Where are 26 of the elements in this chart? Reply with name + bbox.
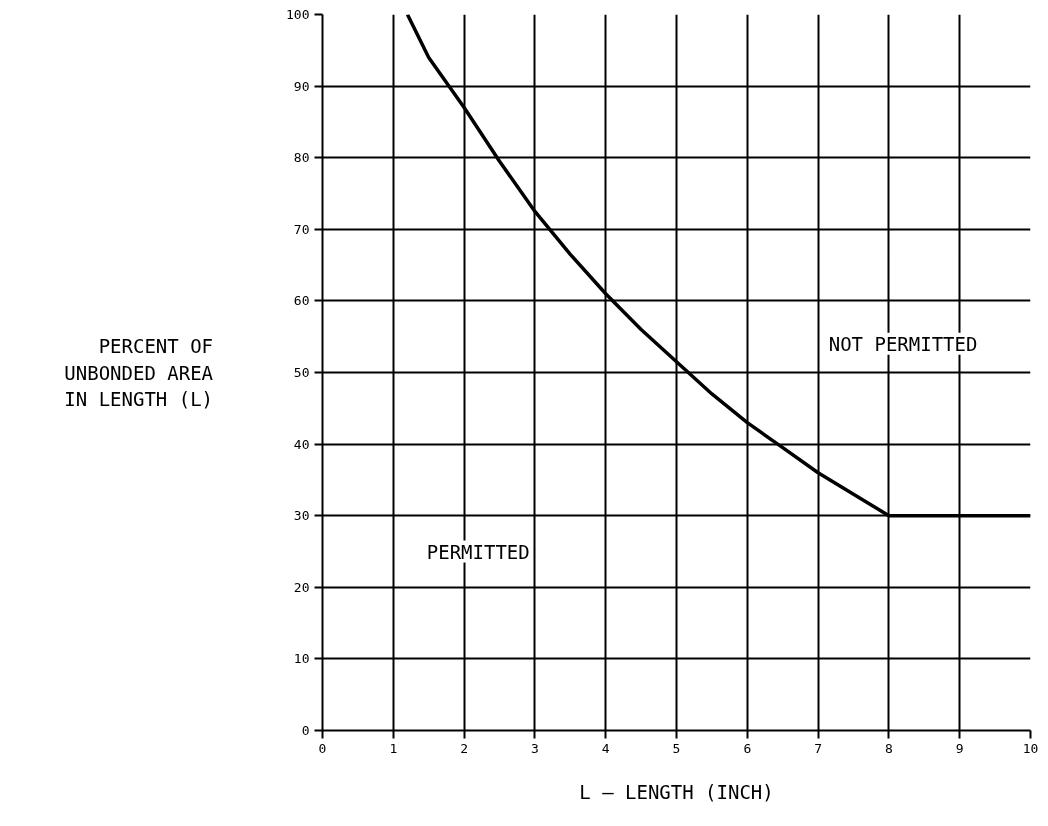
x-tick-label: 10 <box>1022 740 1039 756</box>
y-tick-label: 70 <box>293 221 310 237</box>
x-tick-label: 1 <box>389 740 398 756</box>
x-tick-label: 5 <box>672 740 681 756</box>
y-tick-label: 60 <box>293 293 310 309</box>
x-tick-label: 9 <box>955 740 964 756</box>
y-tick-label: 100 <box>286 7 310 22</box>
y-tick-label: 40 <box>293 436 310 452</box>
y-tick-label: 80 <box>293 150 310 166</box>
y-tick-label: 0 <box>301 723 310 738</box>
annotation: NOT PERMITTED <box>828 332 978 355</box>
y-axis-title: PERCENT OF UNBONDED AREA IN LENGTH (L) <box>64 335 214 410</box>
annotation: PERMITTED <box>426 540 530 563</box>
x-tick-label: 7 <box>814 740 823 756</box>
x-tick-label: 4 <box>601 740 610 756</box>
x-tick-label: 2 <box>460 740 469 756</box>
y-tick-label: 90 <box>293 78 310 94</box>
y-tick-label: 50 <box>293 365 310 380</box>
y-tick-label: 20 <box>293 579 310 595</box>
x-tick-label: 0 <box>318 740 327 756</box>
y-tick-label: 30 <box>293 508 310 524</box>
y-tick-label: 10 <box>293 651 310 667</box>
x-tick-label: 3 <box>530 740 539 756</box>
x-tick-label: 6 <box>743 740 752 756</box>
x-axis-title: L – LENGTH (INCH) <box>579 780 774 803</box>
x-tick-label: 8 <box>884 740 893 756</box>
